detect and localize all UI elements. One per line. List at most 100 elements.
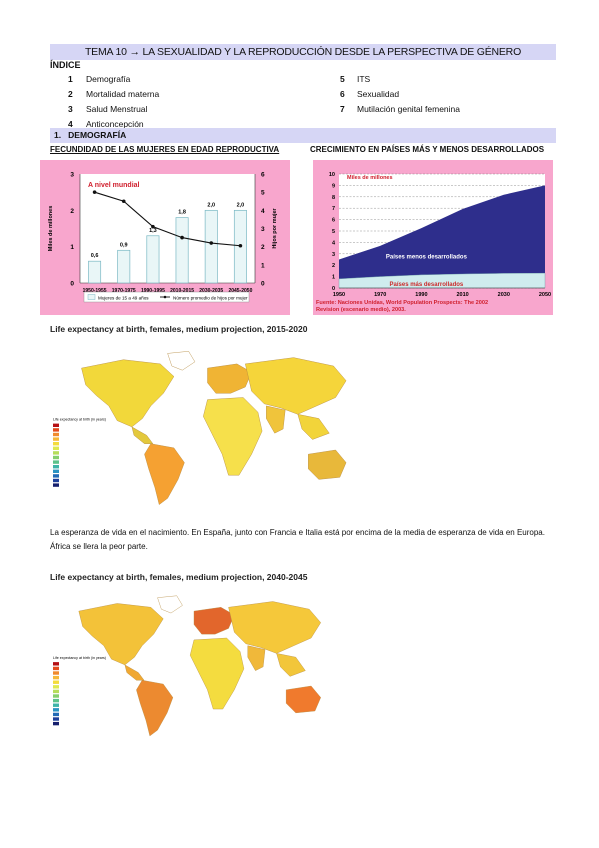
series-label-developing: Países menos desarrollados (386, 254, 468, 260)
legend-line-label: Número promedio de hijos por mujer (173, 296, 248, 301)
map-legend-swatch (53, 437, 59, 441)
index-item-label: Mortalidad materna (86, 89, 160, 99)
map-legend-swatch (53, 712, 59, 717)
line-point (92, 190, 97, 194)
y-tick-label: 3 (332, 252, 335, 258)
map-legend-swatch (53, 478, 59, 483)
index-item-num: 5 (340, 74, 345, 84)
y2-tick-label: 5 (261, 190, 265, 197)
bar (146, 235, 160, 284)
y-tick-label: 7 (332, 206, 335, 212)
index-item-num: 4 (68, 119, 73, 129)
fertility-chart-panel: A nivel mundial 0 1 2 3 Miles de millones 0 1 2 3… (40, 160, 290, 315)
map-legend-swatch (53, 483, 59, 487)
legend-bar-swatch (87, 294, 96, 300)
map-legend-swatch (53, 442, 59, 446)
bar-label: 0,6 (91, 253, 99, 259)
area-developing (339, 185, 545, 279)
map-legend-swatch (53, 685, 59, 689)
map-legend-swatch (53, 451, 59, 455)
map-legend-swatch (53, 469, 59, 473)
map-continents (81, 351, 347, 505)
greenland-shape (157, 595, 183, 614)
map-legend-swatch (53, 671, 59, 675)
bar-label: 0,9 (120, 242, 128, 248)
y-tick-label: 0 (332, 286, 335, 292)
subheading-fertility: FECUNDIDAD DE LAS MUJERES EN EDAD REPROD… (50, 145, 280, 154)
x-tick-label: 2030 (498, 292, 510, 298)
series-label-developed: Países más desarrollados (390, 282, 464, 288)
x-tick-label: 2045-2050 (228, 288, 252, 294)
map-legend-swatch (53, 432, 59, 437)
map-legend-swatch (53, 465, 59, 469)
line-point (180, 235, 184, 240)
africa-shape (189, 637, 245, 710)
map1: Life expectancy at birth (in years) (50, 345, 350, 505)
y-tick-label: 10 (329, 172, 335, 178)
x-tick-label: 2010 (456, 292, 468, 298)
y-tick-label: 2 (332, 263, 335, 269)
map-legend-title: Life expectancy at birth (in years) (53, 418, 106, 422)
index-item-num: 7 (340, 104, 345, 114)
legend-bar-label: Mujeres de 15 a 49 años (98, 296, 149, 301)
y-tick-label: 8 (332, 195, 335, 201)
index-item-label: Salud Menstrual (86, 104, 148, 114)
index-item-label: ITS (357, 74, 371, 84)
growth-chart: 0 1 2 3 4 5 6 7 8 9 10 1950 1970 1990 2010 2030 2050 Mile… (316, 172, 551, 313)
map-legend-swatch (53, 698, 59, 703)
legend-line-marker (163, 295, 167, 299)
line-point (209, 241, 214, 245)
chart-title: Miles de millones (347, 175, 393, 181)
x-tick-label: 2030-2035 (199, 288, 223, 294)
se-asia-shape (297, 414, 330, 440)
australia-shape (308, 449, 347, 480)
bar-label: 1,8 (178, 210, 186, 216)
south-america-shape (144, 443, 185, 505)
line-point (238, 243, 243, 248)
y-tick-label: 6 (332, 218, 335, 224)
map-legend-swatch (53, 694, 59, 698)
x-tick-label: 1970 (374, 292, 386, 298)
australia-shape (285, 685, 321, 714)
y2-tick-label: 6 (261, 172, 265, 179)
map-legend-swatch (53, 428, 59, 432)
map-legend-swatch (53, 675, 59, 680)
map-legend-swatch (53, 423, 59, 427)
bar (204, 209, 218, 284)
map-continents (78, 595, 321, 737)
greenland-shape (167, 351, 196, 371)
map-legend-swatch (53, 721, 59, 726)
bar-label: 1,3 (149, 228, 157, 234)
asia-shape (228, 601, 321, 654)
central-america-shape (124, 664, 145, 681)
y-tick-label: 1 (70, 244, 74, 251)
x-tick-label: 1950-1955 (83, 288, 107, 294)
world-map-2040: Life expectancy at birth (in years) (53, 595, 321, 737)
index-item-num: 1 (68, 74, 73, 84)
north-america-shape (81, 359, 175, 428)
index-item-label: Sexualidad (357, 89, 400, 99)
index-item-label: Demografía (86, 74, 131, 84)
section-bar (50, 128, 556, 143)
growth-chart-panel: 0 1 2 3 4 5 6 7 8 9 10 1950 1970 1990 2010 2030 2050 Mile… (313, 160, 553, 315)
south-asia-shape (266, 405, 286, 434)
north-america-shape (78, 603, 164, 666)
y2-tick-label: 3 (261, 226, 265, 233)
y-tick-label: 5 (332, 229, 335, 235)
world-map-2015: Life expectancy at birth (in years) (53, 351, 347, 505)
x-tick-label: 2010-2015 (170, 288, 194, 294)
se-asia-shape (276, 653, 306, 677)
africa-shape (203, 397, 263, 476)
x-tick-label: 1990-1995 (141, 288, 165, 294)
bar (175, 217, 189, 284)
line-point (151, 224, 155, 229)
x-tick-label: 1950 (333, 292, 345, 298)
bar (88, 260, 102, 284)
index-item-label: Mutilación genital femenina (357, 104, 461, 114)
y-tick-label: 3 (70, 172, 74, 179)
body-paragraph: La esperanza de vida en el nacimiento. E… (50, 528, 545, 551)
map-legend-swatch (53, 680, 59, 684)
map-legend-swatch (53, 446, 59, 450)
europe-shape (207, 363, 252, 394)
map-legend-swatch (53, 689, 59, 694)
